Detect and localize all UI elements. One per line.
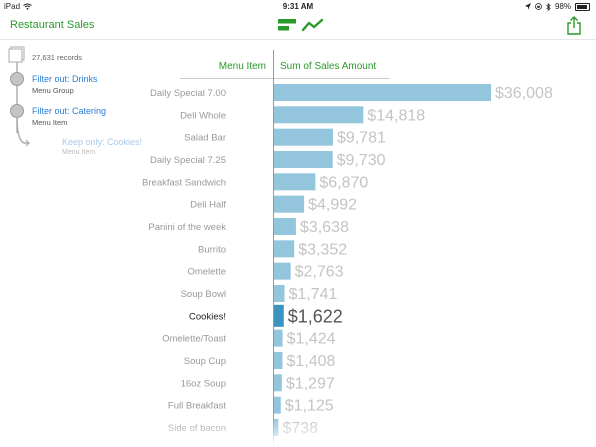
wifi-icon <box>23 3 32 10</box>
bottom-fade <box>0 418 596 447</box>
bar[interactable] <box>274 128 333 146</box>
category-label: Omelette <box>187 267 226 278</box>
value-label: $1,741 <box>288 286 337 303</box>
category-label: 16oz Soup <box>181 378 226 389</box>
lock-rotation-icon <box>535 3 542 10</box>
category-label: Daily Special 7.25 <box>150 155 226 166</box>
bar[interactable] <box>274 304 284 327</box>
value-label: $1,125 <box>285 398 334 415</box>
column-header-menu-item[interactable]: Menu Item <box>218 61 266 72</box>
filter-drinks-field: Menu Group <box>32 86 74 95</box>
share-icon[interactable] <box>565 16 583 36</box>
bar[interactable] <box>274 262 291 280</box>
bar[interactable] <box>274 351 283 369</box>
value-label: $1,424 <box>287 331 336 348</box>
category-label: Omelette/Toast <box>162 334 226 345</box>
bar-chart-icon[interactable] <box>277 17 297 33</box>
category-label: Deli Whole <box>180 110 226 121</box>
value-label: $3,638 <box>300 219 349 236</box>
category-label: Panini of the week <box>148 222 226 233</box>
nav-bar: Restaurant Sales <box>0 14 596 40</box>
bar[interactable] <box>274 173 316 191</box>
filter-catering-label[interactable]: Filter out: Catering <box>32 106 107 116</box>
status-time: 9:31 AM <box>282 2 314 11</box>
value-label: $9,730 <box>337 152 386 169</box>
bar[interactable] <box>274 329 283 347</box>
bar[interactable] <box>274 396 281 414</box>
category-label: Soup Bowl <box>181 289 226 300</box>
filter-panel: 27,631 records Filter out: Drinks Menu G… <box>0 40 175 170</box>
category-label: Cookies! <box>189 311 226 322</box>
records-count: 27,631 records <box>32 53 83 62</box>
bar[interactable] <box>274 106 364 124</box>
status-bar: iPad 9:31 AM 98% <box>0 0 596 14</box>
value-label: $1,408 <box>286 353 335 370</box>
category-label: Full Breakfast <box>168 401 226 412</box>
filter-cookies-field: Menu Item <box>62 149 96 156</box>
value-label: $1,297 <box>286 375 335 392</box>
header-divider <box>180 78 390 79</box>
filter-drinks-label[interactable]: Filter out: Drinks <box>32 74 98 84</box>
value-label: $9,781 <box>337 130 386 147</box>
bar[interactable] <box>274 374 282 392</box>
category-label: Soup Cup <box>184 356 226 367</box>
value-label: $1,622 <box>288 306 343 326</box>
bar[interactable] <box>274 284 285 302</box>
value-label: $4,992 <box>308 197 357 214</box>
category-label: Salad Bar <box>184 133 226 144</box>
value-label: $6,870 <box>319 174 368 191</box>
status-left: iPad <box>4 2 32 11</box>
location-icon <box>524 3 531 10</box>
app-title: Restaurant Sales <box>10 19 95 31</box>
bar[interactable] <box>274 84 491 101</box>
filter-timeline <box>8 46 30 147</box>
chart-axis-line <box>273 50 274 447</box>
bar[interactable] <box>274 195 305 213</box>
value-label: $3,352 <box>298 241 347 258</box>
battery-percent: 98% <box>554 2 571 11</box>
status-right: 98% <box>524 2 590 11</box>
filter-catering-field: Menu Item <box>32 118 68 127</box>
category-label: Breakfast Sandwich <box>142 177 226 188</box>
bar[interactable] <box>274 217 296 235</box>
category-label: Deli Half <box>190 200 226 211</box>
filter-cookies-label[interactable]: Keep only: Cookies! <box>62 137 143 147</box>
column-header-sales-amount[interactable]: Sum of Sales Amount <box>280 61 377 72</box>
device-label: iPad <box>4 2 21 11</box>
value-label: $2,763 <box>295 264 344 281</box>
category-label: Burrito <box>198 244 226 255</box>
battery-icon <box>575 2 590 11</box>
value-label: $36,008 <box>495 85 553 102</box>
line-chart-icon[interactable] <box>302 17 324 33</box>
bluetooth-icon <box>546 2 551 11</box>
bar[interactable] <box>274 150 333 168</box>
bar[interactable] <box>274 240 295 258</box>
category-label: Daily Special 7.00 <box>150 88 226 99</box>
value-label: $14,818 <box>367 107 425 124</box>
